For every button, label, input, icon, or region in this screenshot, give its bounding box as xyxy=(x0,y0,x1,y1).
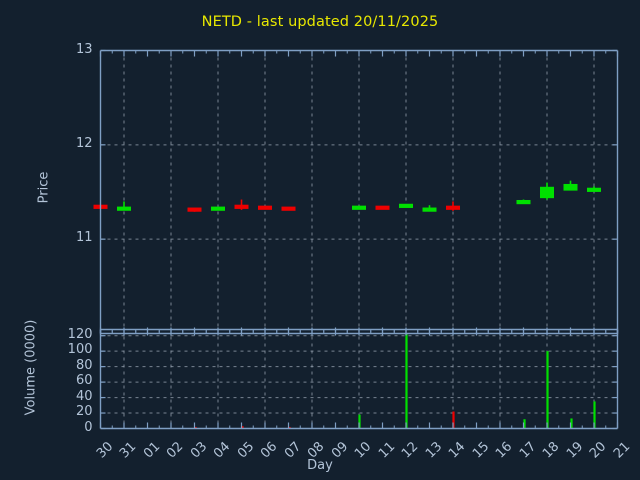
candlestick xyxy=(375,205,390,210)
candlestick xyxy=(540,182,554,200)
candlestick xyxy=(187,207,202,212)
candlestick xyxy=(563,180,578,191)
candlestick xyxy=(211,206,225,211)
chart-title: NETD - last updated 20/11/2025 xyxy=(201,14,439,30)
price-y-tick-label: 13 xyxy=(75,41,93,57)
candlestick xyxy=(352,205,366,210)
volume-y-tick-label: 0 xyxy=(84,419,93,435)
volume-y-tick-label: 40 xyxy=(75,388,93,404)
volume-y-tick-label: 100 xyxy=(67,342,93,358)
volume-y-tick-label: 80 xyxy=(75,357,93,373)
volume-y-tick-label: 20 xyxy=(75,404,93,420)
candlestick xyxy=(281,206,296,211)
candlestick xyxy=(117,201,131,211)
volume-y-tick-label: 120 xyxy=(67,326,93,342)
candlestick xyxy=(446,201,460,211)
candlestick xyxy=(234,199,249,210)
candlestick xyxy=(399,203,413,208)
candlestick xyxy=(422,205,437,212)
candlestick xyxy=(516,199,531,205)
x-axis-label: Day xyxy=(307,458,333,473)
volume-y-tick-label: 60 xyxy=(75,373,93,389)
candlestick xyxy=(258,205,272,210)
candlestick xyxy=(587,186,601,192)
price-y-tick-label: 12 xyxy=(75,135,93,151)
price-y-tick-label: 11 xyxy=(75,230,93,246)
